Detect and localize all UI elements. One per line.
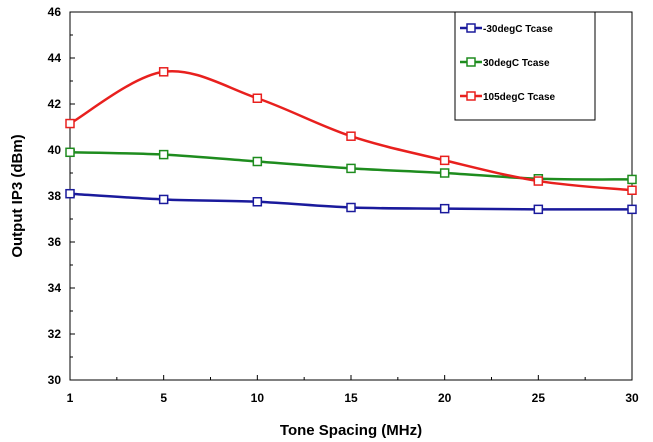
series-1 — [65, 188, 637, 215]
data-point — [439, 168, 450, 178]
data-point — [346, 131, 356, 141]
legend-label: 105degC Tcase — [483, 92, 556, 103]
data-point — [65, 118, 75, 129]
y-tick-label: 46 — [48, 5, 62, 19]
legend-label: 30degC Tcase — [483, 58, 550, 69]
data-point — [252, 93, 263, 103]
legend-item: 30degC Tcase — [460, 57, 550, 69]
data-point — [627, 185, 637, 195]
legend-label: -30degC Tcase — [483, 24, 553, 35]
series-layer — [65, 67, 637, 215]
data-point — [158, 67, 169, 77]
data-point — [158, 194, 169, 205]
y-tick-label: 34 — [48, 281, 62, 295]
x-axis-title: Tone Spacing (MHz) — [280, 422, 422, 439]
y-tick-label: 38 — [48, 189, 62, 203]
data-point — [533, 176, 544, 186]
x-tick-label: 5 — [160, 391, 167, 405]
y-tick-label: 44 — [48, 51, 62, 65]
legend-swatch-marker — [466, 57, 476, 67]
x-tick-label: 15 — [344, 391, 358, 405]
legend: -30degC Tcase 30degC Tcase 105degC Tcase — [454, 11, 596, 121]
x-tick-label: 25 — [532, 391, 546, 405]
legend-item: -30degC Tcase — [460, 23, 553, 35]
data-point — [627, 174, 637, 185]
data-point — [158, 149, 169, 160]
y-tick-label: 30 — [48, 373, 62, 387]
y-tick-label: 36 — [48, 235, 62, 249]
x-tick-label: 1 — [67, 391, 74, 405]
series-3 — [65, 67, 637, 195]
legend-swatch-marker — [466, 23, 476, 33]
y-tick-label: 32 — [48, 327, 62, 341]
y-tick-label: 40 — [48, 143, 62, 157]
data-point — [252, 156, 263, 167]
legend-swatch-marker — [466, 91, 476, 101]
x-axis-ticks: 1 5 10 15 20 25 30 — [67, 375, 639, 405]
data-point — [533, 204, 544, 215]
data-point — [252, 197, 263, 207]
x-tick-label: 10 — [251, 391, 265, 405]
data-point — [627, 204, 637, 215]
y-axis-ticks: 30 32 34 36 38 40 42 44 46 — [48, 5, 75, 387]
data-point — [346, 202, 356, 213]
x-tick-label: 20 — [438, 391, 452, 405]
data-point — [65, 188, 75, 199]
y-axis-title: Output IP3 (dBm) — [9, 134, 26, 257]
y-tick-label: 42 — [48, 97, 62, 111]
legend-item: 105degC Tcase — [460, 91, 556, 103]
data-point — [65, 147, 75, 158]
legend-box — [454, 11, 596, 121]
series-2 — [65, 147, 637, 185]
data-point — [346, 163, 356, 174]
x-tick-label: 30 — [625, 391, 639, 405]
data-point — [439, 203, 450, 214]
data-point — [439, 155, 450, 166]
